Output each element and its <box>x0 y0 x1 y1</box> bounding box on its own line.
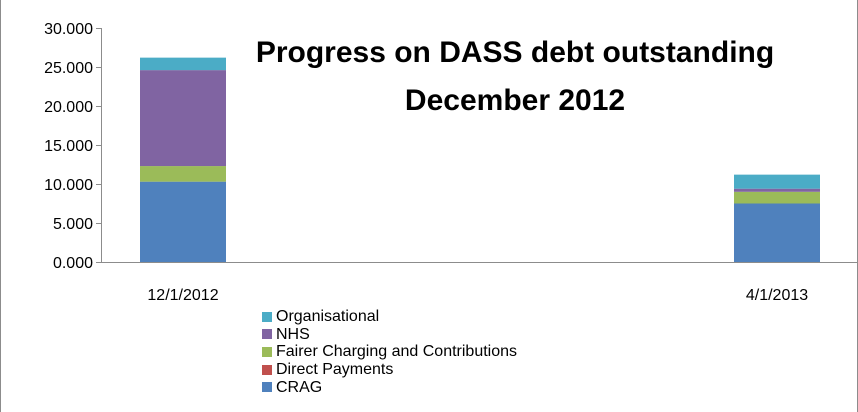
legend-label-nhs: NHS <box>276 325 310 343</box>
legend: Organisational NHS Fairer Charging and C… <box>262 308 517 396</box>
legend-label-direct-payments: Direct Payments <box>276 361 394 379</box>
legend-swatch-direct-payments <box>262 364 272 375</box>
chart-title-line-1: Progress on DASS debt outstanding <box>255 36 775 69</box>
x-axis: 12/1/2012 4/1/2013 <box>101 262 857 304</box>
bar-segment <box>734 188 820 192</box>
y-tick-label: 0.000 <box>53 255 93 272</box>
legend-swatch-nhs <box>262 329 272 340</box>
y-tick-label: 5.000 <box>53 216 93 233</box>
y-tick-label: 10.000 <box>44 177 93 194</box>
legend-item-crag: CRAG <box>262 378 517 396</box>
x-tick-label: 12/1/2012 <box>147 287 218 304</box>
legend-item-direct-payments: Direct Payments <box>262 361 517 379</box>
legend-item-nhs: NHS <box>262 326 517 344</box>
y-tick-label: 15.000 <box>44 138 93 155</box>
y-tick-label: 30.000 <box>44 21 93 38</box>
x-tick-label: 4/1/2013 <box>746 287 808 304</box>
legend-label-organisational: Organisational <box>276 308 380 326</box>
legend-swatch-fairer-charging <box>262 346 272 357</box>
chart-title-line-2: December 2012 <box>404 84 626 117</box>
legend-item-organisational: Organisational <box>262 308 517 326</box>
legend-label-crag: CRAG <box>276 378 323 396</box>
bar-segment <box>734 191 820 204</box>
y-axis: 0.000 5.000 10.000 15.000 20.000 25.000 30.000 <box>44 21 102 272</box>
bar-segment <box>734 174 820 189</box>
legend-swatch-crag <box>262 382 272 393</box>
legend-label-fairer-charging: Fairer Charging and Contributions <box>276 343 518 361</box>
bar-segment <box>140 70 226 167</box>
legend-swatch-organisational <box>262 311 272 322</box>
bar-segment <box>140 166 226 182</box>
legend-item-fairer-charging: Fairer Charging and Contributions <box>262 343 517 361</box>
y-tick-label: 20.000 <box>44 99 93 116</box>
bars <box>140 57 820 262</box>
bar-segment <box>140 57 226 71</box>
bar-segment <box>140 181 226 262</box>
y-tick-label: 25.000 <box>44 60 93 77</box>
bar-segment <box>734 203 820 262</box>
